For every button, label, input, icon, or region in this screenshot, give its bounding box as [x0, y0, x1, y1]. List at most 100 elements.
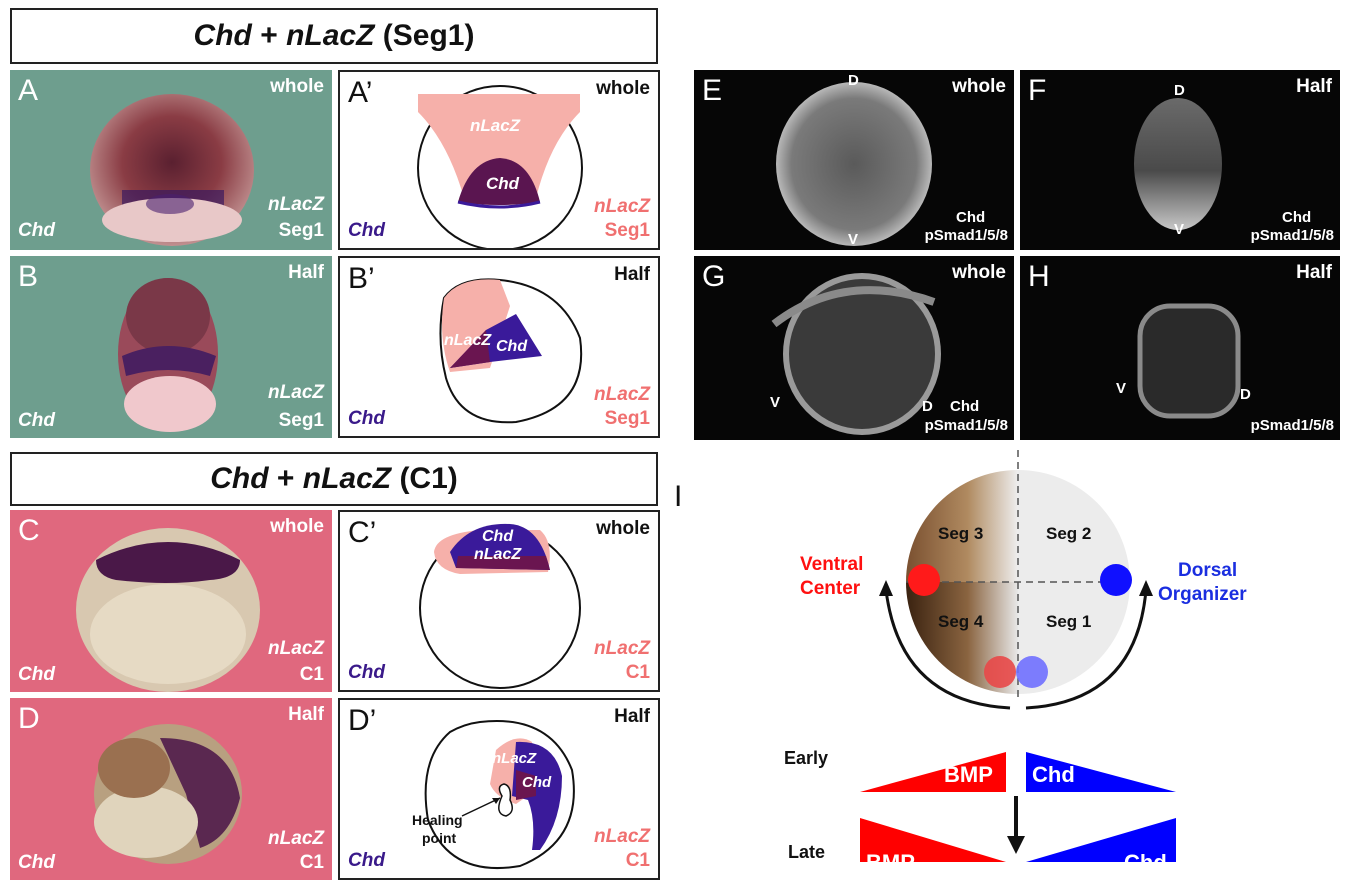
- seg2-label: Seg 2: [1046, 524, 1092, 543]
- panel-A-state: whole: [270, 76, 324, 97]
- panel-D-letter: D: [18, 702, 40, 735]
- panel-F-l1: Chd: [1282, 209, 1312, 226]
- panel-C2-scheme: C’ whole Chd nLacZ Chd nLacZ C1: [338, 510, 660, 692]
- panel-A-photo: A whole Chd nLacZ Seg1: [10, 70, 332, 250]
- panel-B-probe: nLacZ: [268, 382, 324, 403]
- panel-B2-stain: Chd: [348, 408, 385, 429]
- panel-B2-letter: B’: [348, 262, 375, 295]
- panel-A2-letter: A’: [348, 76, 373, 109]
- panel-D2-heal1: Healing: [412, 812, 463, 828]
- panel-B-letter: B: [18, 260, 39, 293]
- panel-D2-inner2: Chd: [522, 774, 552, 791]
- panel-A-stain: Chd: [18, 220, 55, 241]
- panel-A2-stain: Chd: [348, 220, 385, 241]
- panel-E-state: whole: [952, 76, 1006, 97]
- panel-C-photo: C whole Chd nLacZ C1: [10, 510, 332, 692]
- panel-D2-state: Half: [614, 706, 650, 727]
- panel-B2-state: Half: [614, 264, 650, 285]
- panel-D2-stain: Chd: [348, 850, 385, 871]
- panel-D-stain: Chd: [18, 852, 55, 873]
- panel-C-letter: C: [18, 514, 40, 547]
- panel-E-bottom: V: [848, 231, 859, 248]
- panel-G-left: V: [770, 394, 781, 411]
- panel-C2-inner2: nLacZ: [474, 546, 522, 563]
- seg3-label: Seg 3: [938, 524, 984, 543]
- panel-F-bottom: V: [1174, 221, 1185, 238]
- panel-C2-seg: C1: [625, 662, 650, 683]
- panel-B2-seg: Seg1: [604, 408, 650, 429]
- panel-E-letter: E: [702, 74, 723, 107]
- panel-B-seg: Seg1: [278, 410, 324, 431]
- panel-E-l1: Chd: [956, 209, 986, 226]
- panel-C2-letter: C’: [348, 516, 377, 549]
- panel-E-l2: pSmad1/5/8: [924, 227, 1008, 244]
- chd-late-label: Chd: [1124, 850, 1167, 875]
- panel-B2-inner2: Chd: [496, 338, 528, 355]
- diagram-I-letter: I: [674, 480, 683, 513]
- panel-D2-inner1: nLacZ: [492, 750, 537, 767]
- panel-D2-probe: nLacZ: [594, 826, 650, 847]
- bmp-late-label: BMP: [866, 850, 915, 875]
- panel-H-l2: pSmad1/5/8: [1250, 417, 1334, 434]
- panel-G-right: D: [922, 398, 933, 415]
- late-label: Late: [788, 842, 826, 862]
- title-c1: Chd + nLacZ (C1): [10, 452, 658, 506]
- seg1-label: Seg 1: [1046, 612, 1092, 631]
- panel-C2-state: whole: [596, 518, 650, 539]
- panel-A-seg: Seg1: [278, 220, 324, 241]
- panel-D-state: Half: [288, 704, 324, 725]
- panel-D-seg: C1: [299, 852, 324, 873]
- panel-A2-scheme: A’ whole nLacZ Chd Chd nLacZ Seg1: [338, 70, 660, 250]
- panel-D-probe: nLacZ: [268, 828, 324, 849]
- title-seg1: Chd + nLacZ (Seg1): [10, 8, 658, 64]
- panel-H-letter: H: [1028, 260, 1050, 293]
- panel-F-top: D: [1174, 82, 1185, 99]
- panel-H-image: H Half V D pSmad1/5/8: [1020, 256, 1340, 440]
- panel-A2-inner1: nLacZ: [470, 116, 521, 135]
- ventral-label-2: Center: [800, 578, 861, 599]
- panel-D2-letter: D’: [348, 704, 377, 737]
- panel-G-l2: pSmad1/5/8: [924, 417, 1008, 434]
- panel-H-left: V: [1116, 380, 1127, 397]
- panel-G-image: G whole V D Chd pSmad1/5/8: [694, 256, 1014, 440]
- panel-E-image: E whole D V Chd pSmad1/5/8: [694, 70, 1014, 250]
- panel-B2-inner1: nLacZ: [444, 332, 492, 349]
- panel-B2-scheme: B’ Half nLacZ Chd Chd nLacZ Seg1: [338, 256, 660, 438]
- ventral-label-1: Ventral: [800, 554, 864, 575]
- panel-C2-probe: nLacZ: [594, 638, 650, 659]
- panel-A2-probe: nLacZ: [594, 196, 650, 217]
- panel-G-l1: Chd: [950, 398, 980, 415]
- panel-B-photo: B Half Chd nLacZ Seg1: [10, 256, 332, 438]
- panel-G-state: whole: [952, 262, 1006, 283]
- panel-F-l2: pSmad1/5/8: [1250, 227, 1334, 244]
- panel-C-state: whole: [270, 516, 324, 537]
- panel-F-image: F Half D V Chd pSmad1/5/8: [1020, 70, 1340, 250]
- panel-H-right: D: [1240, 386, 1251, 403]
- dorsal-label-2: Organizer: [1158, 584, 1247, 605]
- panel-B-state: Half: [288, 262, 324, 283]
- seg4-label: Seg 4: [938, 612, 984, 631]
- panel-B2-probe: nLacZ: [594, 384, 650, 405]
- panel-F-letter: F: [1028, 74, 1047, 107]
- panel-C2-inner1: Chd: [482, 528, 514, 545]
- panel-C-seg: C1: [299, 664, 324, 685]
- panel-A2-inner2: Chd: [486, 174, 520, 193]
- panel-C-stain: Chd: [18, 664, 55, 685]
- bmp-early-label: BMP: [944, 762, 993, 787]
- panel-A-probe: nLacZ: [268, 194, 324, 215]
- panel-B-stain: Chd: [18, 410, 55, 431]
- panel-A2-state: whole: [596, 78, 650, 99]
- panel-H-state: Half: [1296, 262, 1332, 283]
- panel-D2-heal2: point: [422, 830, 457, 846]
- chd-early-label: Chd: [1032, 762, 1075, 787]
- panel-D2-seg: C1: [625, 850, 650, 871]
- panel-G-letter: G: [702, 260, 726, 293]
- panel-C2-stain: Chd: [348, 662, 385, 683]
- panel-D2-scheme: D’ Half nLacZ Chd Healing point Chd nLac…: [338, 698, 660, 880]
- panel-A-letter: A: [18, 74, 39, 107]
- panel-C-probe: nLacZ: [268, 638, 324, 659]
- dorsal-label-1: Dorsal: [1178, 560, 1238, 581]
- panel-A2-seg: Seg1: [604, 220, 650, 241]
- early-label: Early: [784, 748, 829, 768]
- diagram-I: I Seg 3 Seg 2 Seg 4 Seg 1 Ventral Center…: [670, 450, 1350, 882]
